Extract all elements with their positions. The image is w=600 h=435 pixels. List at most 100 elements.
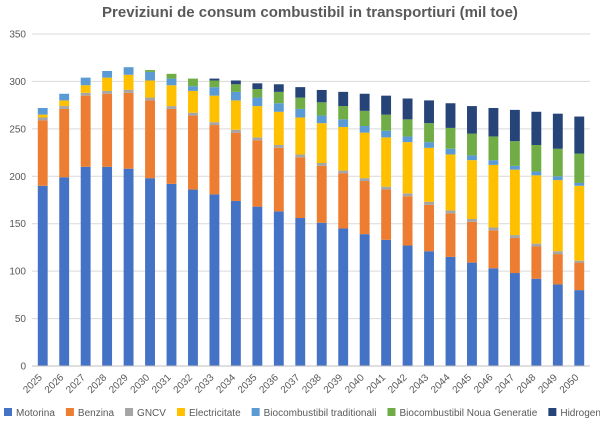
bar-segment — [123, 89, 134, 93]
bar-segment — [273, 111, 284, 145]
bar-segment — [509, 169, 520, 236]
bar-segment — [188, 90, 198, 113]
bar-segment — [359, 178, 370, 182]
bar-segment — [316, 165, 327, 223]
bar-segment — [102, 90, 113, 94]
bar-segment — [102, 166, 113, 366]
bar-segment — [338, 170, 349, 174]
bar-segment — [488, 136, 499, 161]
bar-segment — [273, 211, 284, 366]
bar-segment — [488, 227, 499, 231]
bar-segment — [424, 251, 434, 366]
bar-segment — [145, 71, 155, 81]
bar-segment — [445, 103, 456, 128]
bar-segment — [424, 147, 434, 202]
bar-segment — [37, 185, 48, 366]
bar-segment — [145, 100, 155, 179]
bar-segment — [467, 218, 477, 222]
bar-segment — [574, 290, 585, 366]
bar-segment — [467, 106, 477, 134]
bar-segment — [209, 80, 220, 88]
bar-segment — [316, 89, 327, 103]
bar-segment — [424, 204, 434, 252]
y-tick-label: 200 — [9, 172, 26, 183]
bar-segment — [316, 102, 327, 116]
bar-segment — [467, 160, 477, 219]
legend-swatch — [387, 408, 396, 416]
chart-title: Previziuni de consum combustibil in tran… — [102, 4, 518, 21]
bar-segment — [574, 260, 585, 263]
bar-segment — [230, 132, 241, 201]
bar-segment — [445, 127, 456, 149]
bar-segment — [188, 115, 198, 190]
bar-segment — [230, 80, 241, 85]
bar-segment — [123, 74, 134, 90]
bar-segment — [467, 221, 477, 263]
bar-segment — [295, 97, 306, 109]
bar-segment — [574, 262, 585, 291]
bar-segment — [509, 109, 520, 142]
bar-segment — [102, 70, 113, 78]
bar-segment — [295, 218, 306, 366]
bar-segment — [359, 181, 370, 235]
bar-segment — [230, 200, 241, 366]
bar-segment — [37, 117, 48, 121]
bar-segment — [381, 239, 392, 366]
bar-segment — [359, 110, 370, 127]
bar-segment — [338, 119, 349, 127]
bar-segment — [402, 142, 413, 194]
bar-segment — [445, 210, 456, 214]
bar-segment — [230, 100, 241, 130]
legend-label: Electricitate — [189, 408, 241, 419]
bar-segment — [467, 262, 477, 366]
bar-segment — [230, 84, 241, 92]
bar-segment — [445, 148, 456, 155]
y-tick-label: 350 — [9, 30, 26, 41]
bar-segment — [166, 106, 177, 109]
bar-segment — [230, 91, 241, 101]
bar-segment — [531, 144, 542, 172]
legend-label: Benzina — [78, 408, 115, 419]
bar-segment — [59, 177, 70, 366]
bar-segment — [252, 106, 263, 138]
bar-segment — [123, 67, 134, 75]
bar-segment — [188, 189, 198, 366]
bar-segment — [188, 78, 198, 87]
bar-segment — [552, 251, 563, 255]
legend-label: Biocombustibil Noua Generatie — [399, 408, 537, 419]
bar-segment — [273, 144, 284, 148]
bar-segment — [316, 123, 327, 164]
legend-label: Motorina — [16, 408, 55, 419]
bar-segment — [295, 117, 306, 155]
bar-segment — [531, 111, 542, 145]
bar-segment — [531, 175, 542, 244]
bar-segment — [145, 70, 155, 72]
bar-segment — [166, 73, 177, 79]
bar-segment — [166, 85, 177, 107]
y-tick-label: 100 — [9, 267, 26, 278]
y-tick-label: 300 — [9, 77, 26, 88]
bar-segment — [295, 154, 306, 158]
bar-segment — [188, 86, 198, 91]
bar-segment — [509, 235, 520, 238]
bar-segment — [252, 140, 263, 207]
legend-swatch — [176, 408, 185, 416]
legend-label: Biocombustibil traditionali — [264, 408, 377, 419]
bar-segment — [338, 106, 349, 120]
bar-segment — [488, 268, 499, 366]
bar-segment — [59, 106, 70, 109]
bar-segment — [209, 87, 220, 96]
bar-segment — [424, 100, 434, 124]
bar-segment — [59, 93, 70, 101]
bar-segment — [531, 243, 542, 247]
bar-segment — [273, 91, 284, 104]
legend-swatch — [65, 408, 74, 416]
bar-segment — [123, 168, 134, 366]
bar-stacks — [37, 67, 585, 366]
legend-swatch — [125, 408, 134, 416]
legend-swatch — [4, 408, 12, 416]
bar-segment — [166, 183, 177, 366]
bar-segment — [145, 178, 155, 366]
bar-segment — [359, 132, 370, 179]
bar-segment — [123, 92, 134, 169]
